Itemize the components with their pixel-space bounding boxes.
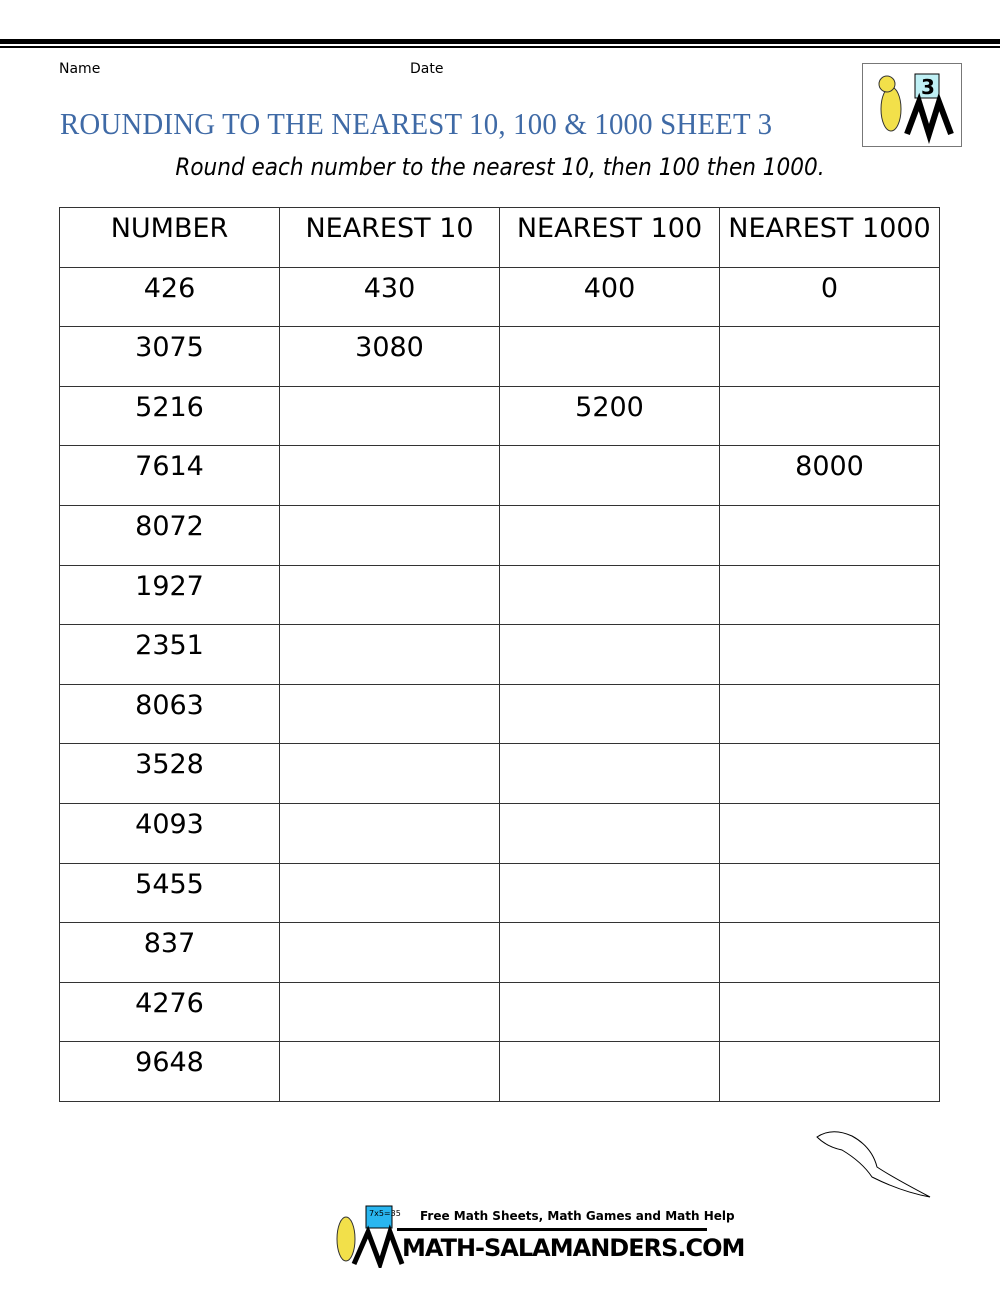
answer-cell [499,326,720,387]
number-cell: 3075 [59,326,280,387]
salamander-drawing-icon [816,1131,931,1198]
date-label: Date [410,61,444,77]
number-cell: 8063 [59,683,280,745]
page-title: ROUNDING TO THE NEAREST 10, 100 & 1000 S… [60,106,773,141]
table-row: 5455 [59,862,940,924]
name-label: Name [59,61,101,77]
table-row: 2351 [59,624,940,685]
table-row: 837 [59,922,940,983]
table-row: 4276 [59,981,940,1043]
header-row: NUMBER NEAREST 10 NEAREST 100 NEAREST 1000 [59,207,940,268]
answer-cell [719,683,940,745]
answer-cell [499,504,720,566]
number-cell: 7614 [59,445,280,506]
answer-cell [279,743,500,804]
column-header: NEAREST 10 [279,207,500,268]
answer-cell [719,922,940,983]
instructions: Round each number to the nearest 10, the… [175,153,825,181]
answer-cell [499,862,720,924]
rounding-table: NUMBER NEAREST 10 NEAREST 100 NEAREST 1000 4… [59,207,940,1102]
footer-tagline: Free Math Sheets, Math Games and Math He… [420,1209,735,1223]
number-cell: 837 [59,922,280,983]
answer-cell [279,564,500,626]
number-cell: 4276 [59,981,280,1043]
svg-text:3: 3 [921,75,935,99]
answer-cell [499,802,720,864]
answer-cell [279,981,500,1043]
answer-cell [719,385,940,447]
number-cell: 8072 [59,504,280,566]
answer-cell [499,981,720,1043]
table-row: 8072 [59,504,940,566]
number-cell: 5455 [59,862,280,924]
table-row: 7614 8000 [59,445,940,506]
number-cell: 9648 [59,1041,280,1102]
answer-cell [279,683,500,745]
answer-cell [499,683,720,745]
answer-cell: 430 [279,266,500,328]
column-header: NEAREST 1000 [719,207,940,268]
answer-cell [279,862,500,924]
answer-cell: 3080 [279,326,500,387]
number-cell: 3528 [59,743,280,804]
answer-cell [719,504,940,566]
answer-cell [719,624,940,685]
answer-cell: 0 [719,266,940,328]
table-row: 8063 [59,683,940,745]
answer-cell [719,564,940,626]
number-cell: 2351 [59,624,280,685]
footer-brand: MATH-SALAMANDERS.COM [402,1234,745,1262]
answer-cell [279,802,500,864]
answer-cell [279,922,500,983]
answer-cell [719,743,940,804]
answer-cell [279,504,500,566]
table-row: 4093 [59,802,940,864]
answer-cell: 5200 [499,385,720,447]
answer-cell [719,326,940,387]
answer-cell [719,981,940,1043]
svg-text:7x5=35: 7x5=35 [369,1209,401,1218]
answer-cell [279,445,500,506]
footer-logo-icon: 7x5=35 [336,1205,405,1268]
answer-cell [719,1041,940,1102]
answer-cell [499,1041,720,1102]
number-cell: 1927 [59,564,280,626]
table-row: 3075 3080 [59,326,940,387]
salamander-logo-icon: 3 [878,73,954,145]
table-row: 3528 [59,743,940,804]
table-row: 1927 [59,564,940,626]
number-cell: 5216 [59,385,280,447]
answer-cell [499,922,720,983]
answer-cell [499,624,720,685]
salamander-logo: 3 [862,63,962,147]
table-row: 426 430 400 0 [59,266,940,328]
answer-cell [279,1041,500,1102]
top-rule [0,39,1000,44]
answer-cell: 8000 [719,445,940,506]
top-rule-thin [0,46,1000,48]
answer-cell [499,564,720,626]
answer-cell [719,802,940,864]
table-row: 9648 [59,1041,940,1102]
answer-cell [499,743,720,804]
answer-cell: 400 [499,266,720,328]
answer-cell [719,862,940,924]
column-header: NUMBER [59,207,280,268]
answer-cell [279,385,500,447]
footer-rule [397,1228,707,1231]
answer-cell [499,445,720,506]
number-cell: 4093 [59,802,280,864]
column-header: NEAREST 100 [499,207,720,268]
answer-cell [279,624,500,685]
number-cell: 426 [59,266,280,328]
table-row: 5216 5200 [59,385,940,447]
